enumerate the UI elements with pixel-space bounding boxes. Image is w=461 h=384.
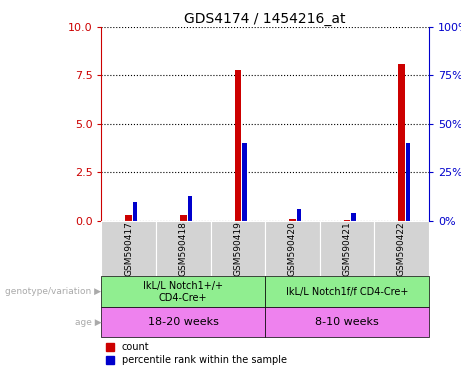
Bar: [319, 221, 374, 276]
Bar: [289, 218, 296, 221]
Bar: [101, 221, 156, 276]
Bar: [242, 143, 247, 221]
Text: age ▶: age ▶: [75, 318, 101, 327]
Bar: [297, 209, 301, 221]
Bar: [374, 221, 429, 276]
Text: GSM590418: GSM590418: [179, 221, 188, 276]
Bar: [398, 64, 405, 221]
Bar: [180, 215, 187, 221]
Bar: [156, 221, 211, 276]
Bar: [211, 221, 265, 276]
Bar: [101, 276, 265, 307]
Text: GSM590421: GSM590421: [343, 221, 351, 276]
Text: GSM590419: GSM590419: [233, 221, 242, 276]
Bar: [125, 215, 132, 221]
Bar: [265, 221, 319, 276]
Title: GDS4174 / 1454216_at: GDS4174 / 1454216_at: [184, 12, 346, 26]
Bar: [133, 202, 137, 221]
Bar: [188, 196, 192, 221]
Bar: [101, 307, 265, 338]
Text: 8-10 weeks: 8-10 weeks: [315, 317, 379, 327]
Text: GSM590420: GSM590420: [288, 221, 297, 276]
Text: IkL/L Notch1+/+
CD4-Cre+: IkL/L Notch1+/+ CD4-Cre+: [143, 281, 223, 303]
Bar: [406, 143, 410, 221]
Bar: [265, 307, 429, 338]
Text: 18-20 weeks: 18-20 weeks: [148, 317, 219, 327]
Bar: [343, 220, 350, 221]
Text: GSM590422: GSM590422: [397, 222, 406, 276]
Bar: [235, 70, 241, 221]
Text: genotype/variation ▶: genotype/variation ▶: [6, 287, 101, 296]
Text: IkL/L Notch1f/f CD4-Cre+: IkL/L Notch1f/f CD4-Cre+: [286, 287, 408, 297]
Legend: count, percentile rank within the sample: count, percentile rank within the sample: [106, 343, 287, 365]
Bar: [351, 213, 355, 221]
Bar: [265, 276, 429, 307]
Text: GSM590417: GSM590417: [124, 221, 133, 276]
